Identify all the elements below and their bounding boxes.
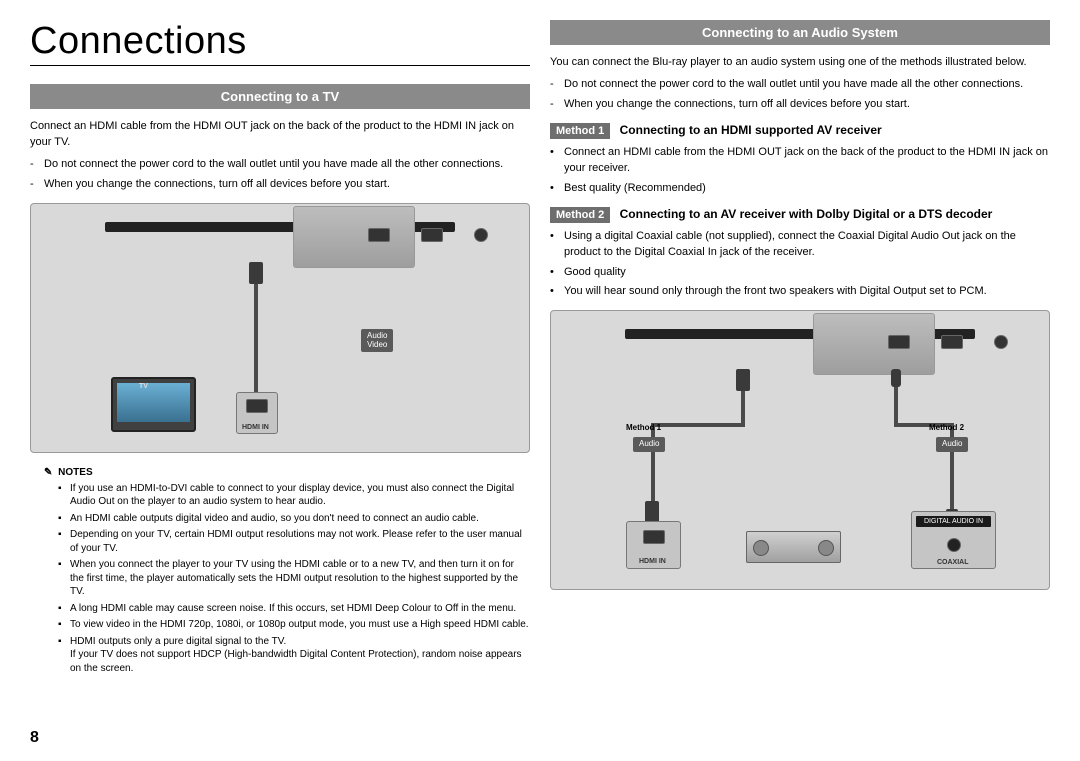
note-text: A long HDMI cable may cause screen noise… bbox=[70, 602, 516, 616]
notes-icon: ✎ bbox=[44, 467, 52, 478]
hdmi-port bbox=[888, 335, 910, 349]
diagram-audio-connection: Method 1 Audio Method 2 Audio HDMI IN DI… bbox=[550, 310, 1050, 590]
digital-audio-in-label: DIGITAL AUDIO IN bbox=[916, 516, 991, 527]
method2-header: Method 2 Connecting to an AV receiver wi… bbox=[550, 207, 1050, 221]
method2-diagram-label: Method 2 bbox=[929, 423, 964, 432]
hdmi-cable bbox=[254, 284, 258, 334]
bullet-text: Best quality (Recommended) bbox=[564, 181, 706, 197]
player-ports bbox=[873, 317, 1023, 367]
bullet-text: You will hear sound only through the fro… bbox=[564, 284, 987, 300]
bullet-text: Connect an HDMI cable from the HDMI OUT … bbox=[564, 145, 1050, 177]
m1-cable-a bbox=[741, 391, 745, 425]
hdmi-in-label: HDMI IN bbox=[242, 424, 269, 431]
coaxial-label: COAXIAL bbox=[937, 559, 969, 566]
intro-tv: Connect an HDMI cable from the HDMI OUT … bbox=[30, 119, 530, 151]
m1-conn-bot bbox=[645, 501, 659, 523]
note-text: To view video in the HDMI 720p, 1080i, o… bbox=[70, 618, 529, 632]
diagram-tv-connection: Audio Video TV HDMI IN bbox=[30, 203, 530, 453]
audio-warnings: -Do not connect the power cord to the wa… bbox=[550, 77, 1050, 113]
hdmi-connector-top bbox=[249, 262, 263, 284]
tv-graphic bbox=[111, 377, 196, 432]
hdmi-cable-lower bbox=[254, 334, 258, 394]
bullet-text: Good quality bbox=[564, 265, 626, 281]
hdmi-port bbox=[368, 228, 390, 242]
right-column: Connecting to an Audio System You can co… bbox=[550, 20, 1050, 678]
note-text: If you use an HDMI-to-DVI cable to conne… bbox=[70, 482, 530, 509]
section-bar-tv: Connecting to a TV bbox=[30, 84, 530, 109]
audio-video-label: Audio Video bbox=[361, 329, 393, 353]
m1-audio-label: Audio bbox=[633, 437, 665, 452]
warning-text: Do not connect the power cord to the wal… bbox=[44, 157, 503, 173]
m2-conn-top bbox=[891, 369, 901, 387]
tv-label: TV bbox=[139, 383, 148, 390]
tv-warnings: -Do not connect the power cord to the wa… bbox=[30, 157, 530, 193]
m2-cable-a bbox=[894, 387, 898, 425]
warning-text: Do not connect the power cord to the wal… bbox=[564, 77, 1023, 93]
method1-header: Method 1 Connecting to an HDMI supported… bbox=[550, 123, 1050, 137]
coax-port bbox=[474, 228, 488, 242]
lan-port bbox=[421, 228, 443, 242]
warning-text: When you change the connections, turn of… bbox=[564, 97, 910, 113]
warning-text: When you change the connections, turn of… bbox=[44, 177, 390, 193]
lan-port bbox=[941, 335, 963, 349]
note-text: An HDMI cable outputs digital video and … bbox=[70, 512, 479, 526]
note-text: HDMI outputs only a pure digital signal … bbox=[70, 635, 530, 676]
method2-bullets: •Using a digital Coaxial cable (not supp… bbox=[550, 229, 1050, 301]
note-text: Depending on your TV, certain HDMI outpu… bbox=[70, 528, 530, 555]
section-bar-audio: Connecting to an Audio System bbox=[550, 20, 1050, 45]
method1-diagram-label: Method 1 bbox=[626, 423, 661, 432]
note-text: When you connect the player to your TV u… bbox=[70, 558, 530, 599]
m1-cable-c bbox=[651, 423, 655, 503]
method2-title: Connecting to an AV receiver with Dolby … bbox=[620, 207, 993, 221]
av-receiver-graphic bbox=[746, 531, 841, 563]
notes-header: ✎ NOTES bbox=[44, 467, 530, 478]
method1-bullets: •Connect an HDMI cable from the HDMI OUT… bbox=[550, 145, 1050, 197]
player-ports bbox=[353, 210, 503, 260]
intro-audio: You can connect the Blu-ray player to an… bbox=[550, 55, 1050, 71]
m2-audio-label: Audio bbox=[936, 437, 968, 452]
m1-conn-top bbox=[736, 369, 750, 391]
coax-port bbox=[994, 335, 1008, 349]
method1-title: Connecting to an HDMI supported AV recei… bbox=[620, 123, 882, 137]
page-title: Connections bbox=[30, 20, 530, 66]
method1-chip: Method 1 bbox=[550, 123, 610, 139]
left-column: Connections Connecting to a TV Connect a… bbox=[30, 20, 530, 678]
method2-chip: Method 2 bbox=[550, 207, 610, 223]
notes-list: ▪If you use an HDMI-to-DVI cable to conn… bbox=[30, 482, 530, 676]
hdmi-in-label-2: HDMI IN bbox=[639, 558, 666, 565]
m1-cable-b bbox=[651, 423, 745, 427]
bullet-text: Using a digital Coaxial cable (not suppl… bbox=[564, 229, 1050, 261]
page-number: 8 bbox=[30, 729, 39, 747]
